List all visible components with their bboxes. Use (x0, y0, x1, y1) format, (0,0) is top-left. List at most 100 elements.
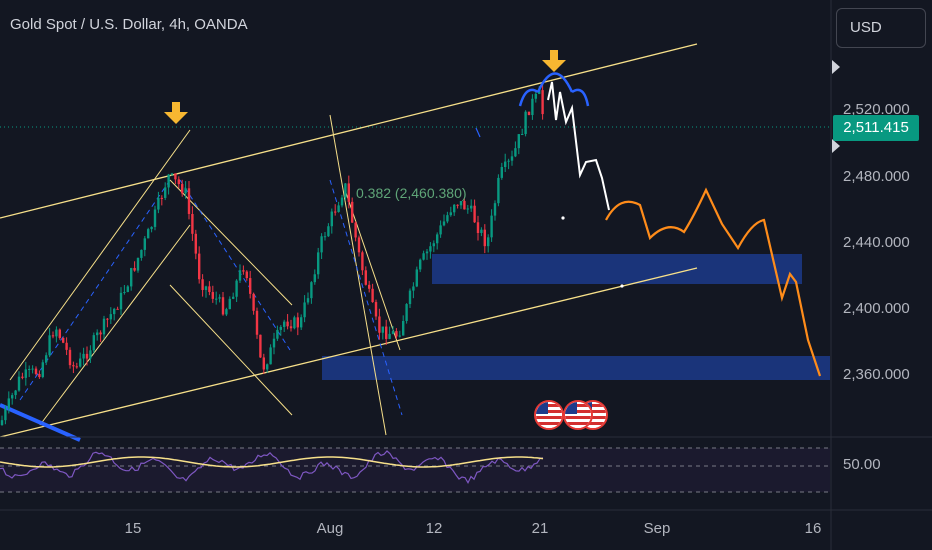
chevron-right-icon[interactable] (832, 139, 840, 153)
candle-body (11, 395, 14, 399)
chevron-right-icon[interactable] (832, 60, 840, 74)
candle-body (521, 133, 524, 135)
candle-body (252, 293, 255, 311)
candle-body (449, 212, 452, 216)
candle-body (439, 225, 442, 235)
candle-body (38, 374, 41, 378)
price-axis-label: 2,400.000 (843, 300, 910, 317)
candle-body (215, 298, 218, 300)
channel-lower-line[interactable] (0, 267, 698, 438)
candle-body (242, 270, 245, 272)
candle-body (517, 134, 520, 149)
candle-body (436, 234, 439, 244)
candle-body (327, 226, 330, 237)
rsi-line[interactable] (0, 450, 544, 484)
candle-body (378, 316, 381, 333)
demand-zone-upper[interactable] (432, 254, 802, 284)
candle-body (381, 326, 384, 333)
falling-channel-lower (169, 284, 293, 416)
candle-body (425, 251, 429, 254)
candle-body (466, 208, 469, 210)
candle-body (504, 161, 507, 168)
candle-body (187, 188, 191, 214)
candle-body (218, 297, 221, 299)
candle-body (476, 222, 480, 233)
candle-body (493, 203, 497, 216)
candle-body (320, 236, 323, 253)
price-axis-label: 2,360.000 (843, 366, 910, 383)
candle-body (351, 201, 354, 223)
candle-body (170, 173, 174, 175)
candle-body (24, 369, 27, 378)
candle-body (259, 334, 262, 358)
channel-upper-line[interactable] (0, 43, 698, 219)
candle-body (412, 286, 415, 291)
candle-body (201, 279, 204, 290)
candle-body (313, 274, 316, 283)
candle-body (41, 362, 44, 378)
candle-body (391, 331, 395, 334)
candle-body (21, 376, 24, 378)
candle-body (385, 326, 388, 339)
candle-body (531, 98, 534, 116)
time-axis-label: 15 (124, 520, 142, 537)
us-flag-icon[interactable] (563, 400, 593, 430)
currency-button[interactable]: USD (836, 8, 926, 48)
candle-body (245, 271, 248, 279)
candle-body (119, 292, 123, 310)
candlestick-series[interactable] (0, 84, 544, 426)
candle-body (167, 174, 170, 188)
candle-body (235, 280, 238, 297)
candle-body (181, 184, 184, 194)
candle-body (204, 286, 208, 290)
candle-body (116, 308, 119, 310)
candle-body (272, 338, 276, 348)
candle-body (422, 253, 425, 260)
candle-body (266, 364, 269, 370)
early-channel-upper (9, 129, 191, 381)
candle-body (303, 302, 306, 318)
candle-body (31, 368, 34, 370)
candle-body (150, 226, 153, 230)
candle-body (28, 369, 31, 371)
candle-body (293, 317, 296, 329)
symbol-title[interactable]: Gold Spot / U.S. Dollar, 4h, OANDA (10, 16, 248, 33)
us-flag-icon[interactable] (534, 400, 564, 430)
candle-body (364, 270, 367, 285)
candle-body (75, 366, 78, 368)
candle-body (337, 205, 340, 212)
candle-body (249, 278, 252, 294)
candle-body (96, 332, 99, 336)
fib-level-label[interactable]: 0.382 (2,460.380) (356, 185, 467, 201)
candle-body (160, 197, 163, 199)
candle-body (483, 229, 486, 247)
candle-body (459, 200, 463, 206)
candle-body (177, 179, 180, 185)
arrow-down-icon (542, 50, 566, 72)
candle-body (429, 246, 432, 252)
candle-body (419, 259, 422, 270)
candle-body (109, 314, 112, 320)
candle-body (276, 329, 279, 339)
candle-body (102, 318, 106, 335)
candle-body (446, 215, 449, 222)
candle-body (487, 237, 490, 247)
candle-body (300, 317, 303, 328)
candle-body (524, 111, 527, 134)
candle-body (310, 282, 313, 299)
candle-body (323, 236, 327, 238)
candle-body (208, 286, 211, 293)
demand-zone-lower[interactable] (322, 356, 830, 380)
candle-body (497, 177, 500, 204)
candle-body (347, 183, 350, 202)
forecast-path-orange[interactable] (605, 187, 822, 377)
candle-body (113, 308, 116, 315)
forecast-path-white[interactable] (547, 81, 610, 211)
candle-body (368, 284, 371, 289)
candle-body (371, 288, 374, 303)
candle-body (140, 249, 143, 258)
candle-body (34, 368, 38, 375)
candle-body (402, 320, 405, 336)
pullback-dash (329, 179, 403, 416)
